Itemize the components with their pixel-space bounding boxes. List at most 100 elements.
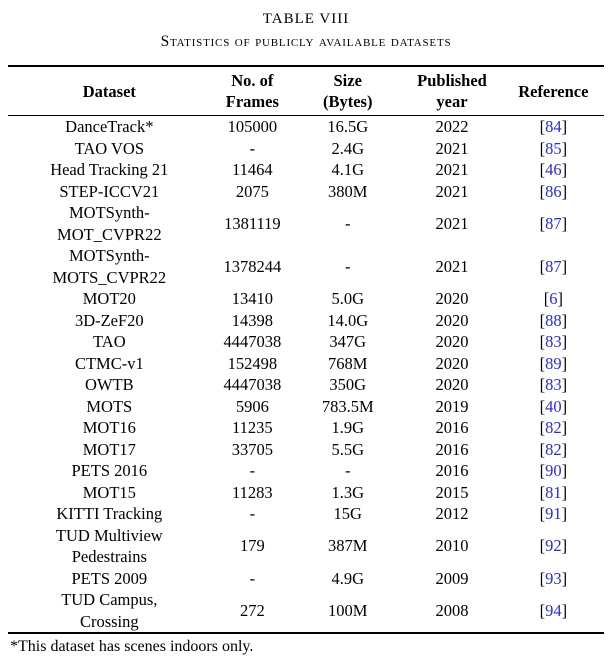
- ref-bracket-close: ]: [561, 160, 568, 179]
- cell-reference: [92]: [503, 525, 604, 568]
- cell-size: 5.0G: [331, 289, 364, 308]
- cell-size: -: [344, 213, 351, 233]
- table-row: KITTI Tracking - 15G 2012 [91]: [8, 503, 604, 525]
- citation-link[interactable]: 88: [545, 310, 562, 330]
- table-header: Dataset No. of Frames Size (Bytes) Publi…: [8, 66, 604, 116]
- cell-frames: -: [249, 138, 256, 158]
- cell-reference: [91]: [503, 503, 604, 525]
- citation-link[interactable]: 83: [545, 332, 562, 351]
- ref-bracket-close: ]: [561, 418, 568, 437]
- citation-link[interactable]: 86: [545, 181, 562, 201]
- citation-link[interactable]: 40: [545, 396, 562, 416]
- ref-bracket-close: ]: [561, 138, 568, 158]
- cell-size: 783.5M: [321, 396, 374, 416]
- col-header-size: Size (Bytes): [294, 66, 402, 116]
- cell-dataset: CTMC-v1: [74, 353, 144, 373]
- cell-dataset: MOTSynth- MOT_CVPR22: [57, 203, 162, 244]
- cell-size: 5.5G: [331, 439, 364, 459]
- cell-reference: [81]: [503, 482, 604, 504]
- cell-year: 2019: [435, 396, 469, 416]
- citation-link[interactable]: 83: [545, 375, 562, 394]
- citation-link[interactable]: 87: [545, 213, 562, 233]
- col-header-year: Published year: [401, 66, 503, 116]
- cell-dataset: MOT15: [82, 482, 136, 502]
- ref-bracket-open: [: [543, 289, 550, 308]
- citation-link[interactable]: 92: [545, 536, 562, 556]
- table-body: DanceTrack* 105000 16.5G 2022 [84] TAO V…: [8, 116, 604, 634]
- cell-size: 350G: [329, 375, 367, 394]
- cell-frames: 4447038: [223, 332, 282, 351]
- cell-dataset: STEP-ICCV21: [59, 181, 160, 201]
- cell-reference: [88]: [503, 310, 604, 332]
- cell-year: 2021: [435, 160, 469, 179]
- cell-size: 16.5G: [327, 117, 369, 136]
- cell-size: 768M: [328, 353, 368, 373]
- ref-bracket-open: [: [539, 353, 546, 373]
- citation-link[interactable]: 89: [545, 353, 562, 373]
- col-header-reference: Reference: [502, 66, 604, 116]
- ref-bracket-open: [: [539, 181, 546, 201]
- cell-frames: -: [249, 568, 256, 588]
- citation-link[interactable]: 87: [545, 256, 562, 276]
- cell-size: 15G: [333, 504, 362, 523]
- cell-dataset: TUD Multiview Pedestrains: [55, 525, 163, 567]
- ref-bracket-open: [: [539, 536, 546, 556]
- citation-link[interactable]: 94: [545, 600, 562, 620]
- citation-link[interactable]: 91: [545, 504, 562, 523]
- ref-bracket-open: [: [539, 439, 546, 459]
- cell-reference: [6]: [503, 288, 604, 310]
- table-row: PETS 2016 - - 2016 [90]: [8, 460, 604, 482]
- cell-size: -: [344, 256, 351, 276]
- table-row: MOT15 11283 1.3G 2015 [81]: [8, 482, 604, 504]
- col-header-dataset: Dataset: [8, 66, 211, 116]
- cell-year: 2020: [435, 332, 469, 351]
- table-row: Head Tracking 21 11464 4.1G 2021 [46]: [8, 159, 604, 181]
- cell-year: 2009: [435, 568, 469, 588]
- cell-year: 2022: [435, 117, 469, 136]
- ref-bracket-close: ]: [561, 482, 568, 502]
- ref-bracket-close: ]: [561, 439, 568, 459]
- table-row: OWTB 4447038 350G 2020 [83]: [8, 374, 604, 396]
- cell-year: 2008: [435, 600, 469, 620]
- cell-frames: 1378244: [223, 256, 282, 276]
- ref-bracket-close: ]: [557, 289, 563, 308]
- cell-reference: [86]: [503, 181, 604, 203]
- cell-dataset: OWTB: [85, 375, 134, 394]
- cell-year: 2015: [435, 482, 469, 502]
- ref-bracket-open: [: [539, 418, 546, 437]
- citation-link[interactable]: 46: [545, 160, 562, 179]
- ref-bracket-open: [: [539, 568, 546, 588]
- cell-year: 2020: [435, 310, 469, 330]
- cell-year: 2021: [435, 138, 469, 158]
- cell-year: 2016: [435, 461, 469, 480]
- ref-bracket-close: ]: [561, 181, 568, 201]
- ref-bracket-close: ]: [561, 568, 568, 588]
- cell-size: -: [344, 461, 351, 480]
- citation-link[interactable]: 6: [549, 289, 558, 308]
- ref-bracket-close: ]: [561, 396, 568, 416]
- ref-bracket-close: ]: [561, 461, 568, 480]
- cell-year: 2016: [435, 418, 469, 437]
- cell-dataset: TUD Campus, Crossing: [61, 590, 158, 631]
- citation-link[interactable]: 93: [545, 568, 562, 588]
- cell-frames: 2075: [235, 181, 269, 201]
- citation-link[interactable]: 81: [545, 482, 562, 502]
- cell-reference: [89]: [503, 353, 604, 375]
- cell-year: 2021: [435, 213, 469, 233]
- ref-bracket-close: ]: [561, 504, 568, 523]
- citation-link[interactable]: 82: [545, 418, 562, 437]
- citation-link[interactable]: 90: [545, 461, 562, 480]
- cell-size: 4.9G: [331, 568, 364, 588]
- table-row: CTMC-v1 152498 768M 2020 [89]: [8, 353, 604, 375]
- table-row: PETS 2009 - 4.9G 2009 [93]: [8, 568, 604, 590]
- citation-link[interactable]: 84: [545, 117, 562, 136]
- cell-dataset: 3D-ZeF20: [74, 310, 144, 330]
- cell-frames: 33705: [231, 439, 273, 459]
- cell-year: 2020: [435, 289, 469, 308]
- cell-reference: [93]: [503, 568, 604, 590]
- cell-dataset: DanceTrack*: [65, 117, 154, 136]
- citation-link[interactable]: 82: [545, 439, 562, 459]
- citation-link[interactable]: 85: [545, 138, 562, 158]
- ref-bracket-open: [: [539, 332, 546, 351]
